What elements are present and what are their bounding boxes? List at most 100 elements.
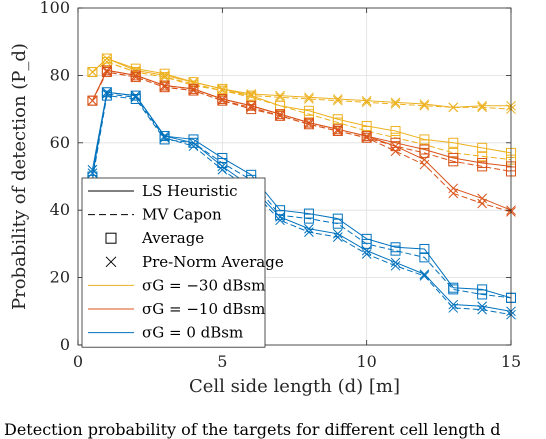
x-marker (419, 271, 430, 281)
x-marker (188, 78, 199, 89)
series-line (92, 57, 511, 108)
square-marker (419, 147, 430, 158)
square-marker (477, 289, 488, 300)
y-tick-label: 20 (50, 268, 70, 287)
x-marker (275, 109, 285, 120)
x-marker (102, 53, 112, 64)
legend-x-marker (105, 256, 117, 268)
series (87, 89, 516, 320)
x-marker (390, 141, 401, 152)
legend-label: MV Capon (142, 206, 222, 224)
x-marker (102, 57, 112, 67)
x-marker (87, 95, 98, 106)
square-marker (448, 137, 459, 148)
series-line (91, 71, 512, 213)
square-marker (101, 90, 112, 101)
series-line (92, 57, 512, 154)
x-marker (275, 92, 285, 103)
square-marker (390, 132, 401, 143)
x-marker (188, 137, 199, 148)
square-marker (448, 147, 459, 158)
x-marker (448, 299, 459, 310)
x-marker (477, 198, 487, 209)
series-line (91, 95, 512, 299)
square-marker (303, 208, 314, 219)
x-marker (102, 87, 112, 98)
x-marker (217, 95, 228, 106)
x-marker (390, 97, 401, 108)
square-marker (477, 161, 488, 172)
series-line (91, 69, 512, 211)
square-marker (448, 156, 459, 167)
legend-item: Average (105, 229, 204, 247)
x-marker (304, 92, 314, 103)
x-marker (246, 102, 257, 113)
legend-item: Pre-Norm Average (105, 253, 284, 271)
square-marker (332, 218, 343, 229)
square-marker (332, 126, 343, 137)
x-marker (361, 245, 372, 256)
x-marker (419, 154, 430, 165)
x-marker (275, 110, 285, 121)
x-marker (361, 97, 372, 108)
y-tick-label: 80 (50, 65, 70, 84)
square-marker (477, 151, 488, 162)
x-marker (304, 119, 314, 130)
x-marker (304, 117, 314, 128)
y-axis-label: Probability of detection (P_d) (9, 43, 30, 310)
x-tick-label: 10 (356, 352, 376, 371)
axes-box (77, 7, 512, 346)
square-marker (188, 137, 199, 148)
x-marker (87, 168, 98, 178)
square-marker (303, 119, 314, 130)
x-marker (130, 90, 141, 101)
x-marker (188, 84, 199, 94)
x-marker (477, 304, 487, 315)
square-marker (217, 85, 228, 96)
x-marker (448, 102, 459, 113)
x-marker (217, 164, 228, 175)
square-marker (361, 238, 372, 249)
x-marker (159, 132, 170, 143)
x-marker (477, 100, 487, 111)
square-marker (419, 139, 430, 150)
series (87, 67, 516, 217)
x-marker (188, 77, 199, 87)
legend-item: LS Heuristic (88, 182, 238, 200)
y-tick-label: 100 (39, 0, 70, 17)
square-marker (303, 109, 314, 120)
x-marker (102, 89, 112, 99)
x-marker (246, 90, 257, 101)
square-marker (87, 95, 98, 106)
x-marker (217, 161, 228, 172)
x-marker (361, 131, 372, 141)
square-marker (477, 284, 488, 295)
square-marker (217, 95, 228, 106)
square-marker (419, 134, 430, 145)
x-tick-label: 15 (501, 352, 521, 371)
x-marker (217, 84, 228, 94)
x-axis-label: Cell side length (d) [m] (189, 376, 400, 397)
square-marker (448, 284, 459, 295)
x-tick-label: 0 (73, 352, 83, 371)
x-marker (246, 89, 257, 99)
x-marker (332, 126, 343, 136)
square-marker (419, 243, 430, 254)
square-marker (246, 104, 257, 115)
x-marker (217, 94, 228, 104)
square-marker (130, 93, 141, 104)
legend-item: σG = −10 dBsm (88, 300, 265, 318)
x-marker (419, 159, 430, 170)
square-marker (419, 252, 430, 263)
x-marker (448, 188, 459, 199)
square-marker (101, 56, 112, 67)
x-marker (102, 67, 112, 77)
x-marker (87, 67, 98, 77)
x-marker (304, 223, 314, 234)
square-marker (159, 82, 170, 93)
x-marker (275, 90, 285, 101)
x-marker (390, 146, 401, 157)
legend-square-marker (105, 232, 117, 244)
x-marker (361, 132, 372, 143)
x-marker (448, 303, 459, 313)
